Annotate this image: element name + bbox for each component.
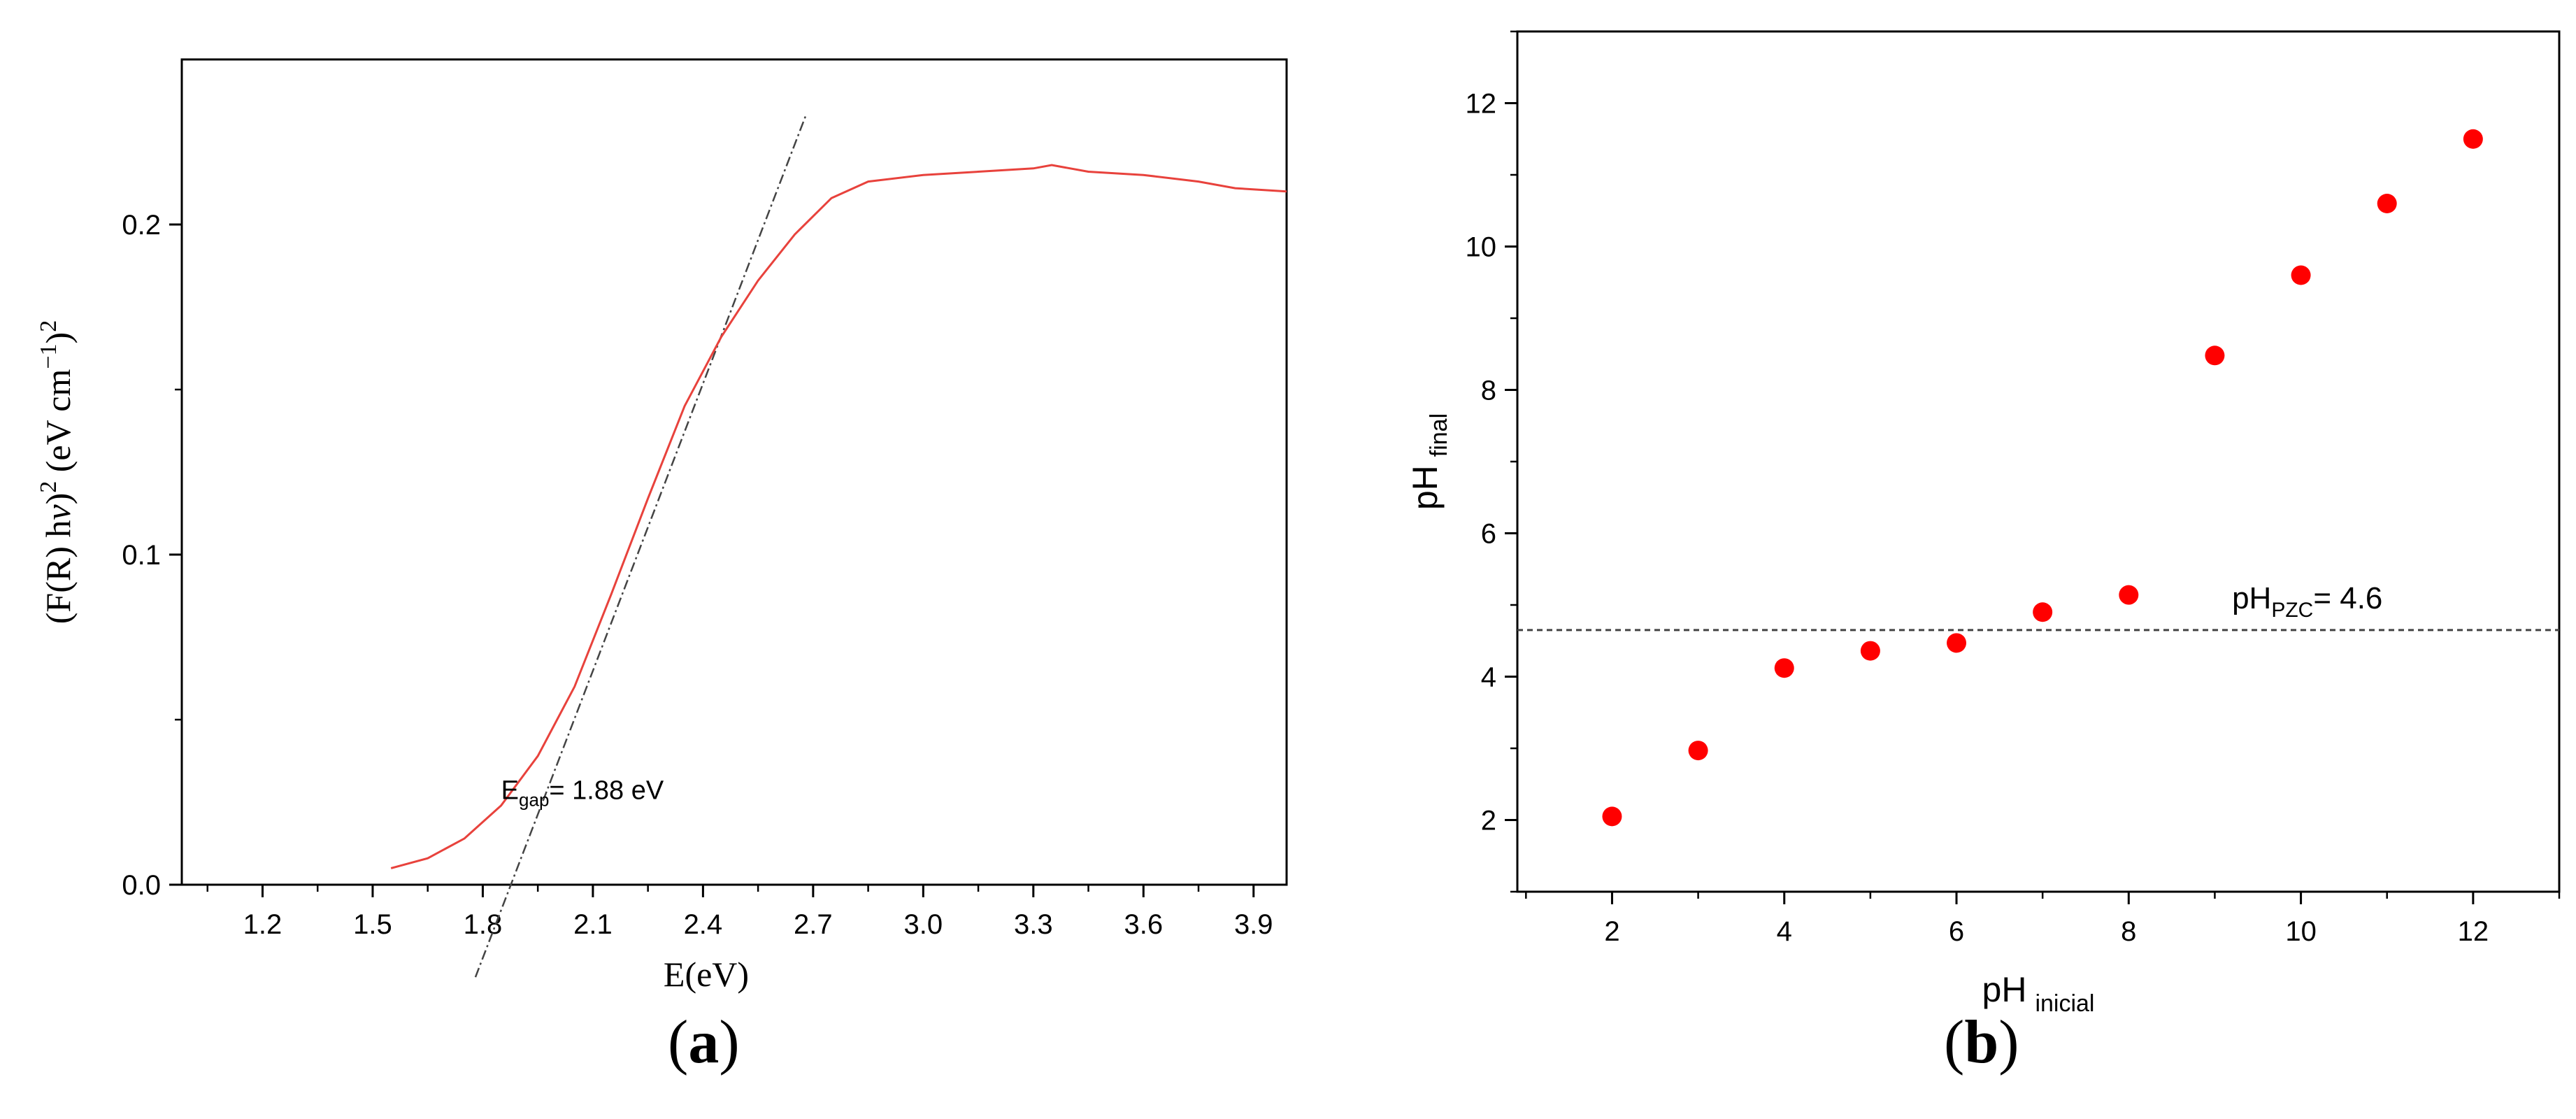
chart-b-y-tick-label: 2: [1481, 806, 1496, 836]
chart-b-x-tick-label: 12: [2458, 916, 2489, 947]
panel-label-a: (a): [668, 1008, 740, 1076]
chart-b-data-point: [1860, 641, 1880, 661]
chart-a-y-tick-label: 0.0: [122, 870, 161, 901]
chart-b-x-tick-label: 2: [1604, 916, 1619, 947]
chart-b-y-tick-label: 10: [1466, 232, 1497, 263]
chart-b-data-point: [2377, 194, 2397, 213]
chart-b-y-axis-label: pHfinal: [1405, 413, 1452, 510]
chart-a-series-line: [390, 164, 1287, 869]
chart-a-x-tick-label: 1.8: [464, 909, 503, 940]
chart-b-y-tick-label: 8: [1481, 376, 1496, 406]
chart-b-data-point: [1774, 658, 1794, 678]
chart-b-data-point: [2119, 585, 2139, 605]
chart-b-x-tick-label: 6: [1949, 916, 1964, 947]
chart-a-x-tick-label: 3.9: [1234, 909, 1273, 940]
chart-b-x-tick-label: 8: [2121, 916, 2136, 947]
chart-a-x-tick-label: 1.2: [243, 909, 282, 940]
chart-b-y-tick-label: 6: [1481, 519, 1496, 550]
chart-a-y-tick-label: 0.2: [122, 210, 161, 241]
chart-b-pzc-annotation: pHPZC= 4.6: [2232, 581, 2382, 622]
chart-b-data-point: [2205, 345, 2225, 366]
chart-b-x-tick-label: 10: [2285, 916, 2317, 947]
chart-b-annotation-sub: PZC: [2271, 599, 2313, 622]
chart-b-y-tick-label: 4: [1481, 662, 1496, 693]
chart-a-x-tick-label: 3.6: [1124, 909, 1163, 940]
chart-b: 2 4 6 8 10 12 2 4 6 8 10 12 pHPZC= 4.6 pH inicial p…: [1405, 30, 2561, 1017]
chart-b-data-point: [1947, 633, 1967, 653]
chart-a-x-tick-label: 1.5: [353, 909, 392, 940]
chart-a: 1.2 1.5 1.8 2.1 2.4 2.7 3.0 3.3 3.6 3.9 0.0 0.1 0.2…: [36, 58, 1288, 994]
chart-a-tangent-line: [474, 115, 807, 978]
chart-a-x-tick-label: 3.3: [1014, 909, 1053, 940]
chart-a-annotation-sub: gap: [519, 789, 549, 810]
chart-b-annotation-value: = 4.6: [2313, 581, 2382, 615]
chart-b-data-point: [2463, 129, 2483, 149]
chart-a-x-tick-label: 2.1: [573, 909, 613, 940]
chart-a-x-tick-label: 3.0: [904, 909, 943, 940]
chart-a-y-axis: 0.0 0.1 0.2: [122, 210, 182, 901]
panel-label-b: (b): [1944, 1008, 2019, 1076]
chart-b-annotation-ph: pH: [2232, 581, 2271, 615]
chart-a-egap-annotation: Egap= 1.88 eV: [501, 776, 664, 810]
chart-b-data-point: [1602, 806, 1622, 827]
chart-b-x-axis: 2 4 6 8 10 12: [1525, 892, 2561, 947]
chart-b-y-axis: 2 4 6 8 10 12: [1466, 30, 1517, 893]
chart-a-x-axis: 1.2 1.5 1.8 2.1 2.4 2.7 3.0 3.3 3.6 3.9: [206, 885, 1273, 940]
chart-b-data-point: [1688, 741, 1708, 761]
chart-a-annotation-e: E: [501, 776, 519, 805]
chart-b-y-tick-label: 12: [1466, 89, 1497, 120]
chart-a-x-tick-label: 2.4: [684, 909, 723, 940]
chart-b-series-points: [1602, 129, 2483, 827]
chart-b-x-tick-label: 4: [1777, 916, 1792, 947]
chart-a-x-axis-label: E(eV): [664, 955, 749, 994]
chart-a-annotation-value: = 1.88 eV: [549, 776, 664, 805]
chart-a-plot-frame: [180, 58, 1288, 886]
chart-b-x-axis-label: pH inicial: [1982, 970, 2095, 1017]
chart-a-x-tick-label: 2.7: [794, 909, 833, 940]
chart-a-y-axis-label: (F(R) hν)2 (eV cm−1)2: [36, 320, 78, 624]
chart-a-y-tick-label: 0.1: [122, 540, 161, 571]
chart-b-data-point: [2291, 265, 2311, 285]
chart-b-data-point: [2033, 602, 2053, 622]
